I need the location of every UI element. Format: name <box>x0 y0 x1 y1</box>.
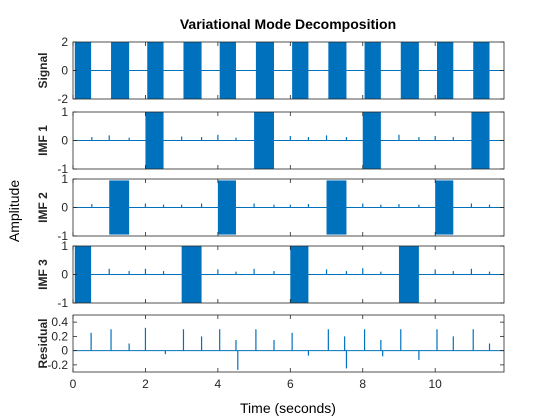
panel-2: -1 0 1 IMF 1 <box>36 105 505 176</box>
axes-box <box>72 314 505 373</box>
y-tick-label: 0 <box>61 268 68 282</box>
panel-label: IMF 1 <box>36 125 50 156</box>
chart-title: Variational Mode Decomposition <box>180 16 396 32</box>
series-burst <box>183 42 202 99</box>
series-burst <box>217 180 236 235</box>
series-burst <box>74 246 92 303</box>
y-tick-label: 0.4 <box>51 315 68 329</box>
series-burst <box>398 246 419 303</box>
series-burst <box>290 246 309 303</box>
series-burst <box>435 180 454 235</box>
series-burst <box>400 42 419 99</box>
series-burst <box>292 42 309 99</box>
y-tick-label: -1 <box>57 162 68 176</box>
series-burst <box>74 42 92 99</box>
panel-4: -1 0 1 IMF 3 <box>36 239 505 310</box>
panels: -2 0 2 Signal -1 0 1 IMF 1 -1 0 1 IMF 2 -1 0 1 IMF 3 -0.… <box>36 35 505 391</box>
series-burst <box>111 42 130 99</box>
y-tick-label: 0.2 <box>51 329 68 343</box>
x-tick-label: 8 <box>359 377 366 391</box>
y-tick-label: -1 <box>57 296 68 310</box>
y-tick-label: 0 <box>61 64 68 78</box>
panel-label: IMF 3 <box>36 259 50 290</box>
y-tick-label: 1 <box>61 172 68 186</box>
x-axis-label: Time (seconds) <box>240 400 336 416</box>
series-burst <box>147 42 164 99</box>
series-burst <box>181 246 202 303</box>
panel-label: Signal <box>36 52 50 88</box>
series-burst <box>219 42 236 99</box>
x-tick-label: 6 <box>287 377 294 391</box>
series-burst <box>255 42 275 99</box>
y-tick-label: 0 <box>61 344 68 358</box>
panel-label: Residual <box>36 318 50 368</box>
y-tick-label: -2 <box>57 92 68 106</box>
plot-area <box>73 315 504 372</box>
series-burst <box>436 42 454 99</box>
panel-1: -2 0 2 Signal <box>36 35 505 106</box>
x-tick-label: 10 <box>429 377 443 391</box>
y-tick-label: 0 <box>61 134 68 148</box>
series-burst <box>473 42 490 99</box>
series-burst <box>326 180 347 235</box>
y-tick-label: 1 <box>61 105 68 119</box>
y-axis-label: Amplitude <box>6 180 22 242</box>
y-tick-label: 1 <box>61 239 68 253</box>
series-burst <box>362 112 381 169</box>
series-burst <box>364 42 381 99</box>
y-tick-label: -1 <box>57 229 68 243</box>
x-tick-label: 0 <box>70 377 77 391</box>
panel-label: IMF 2 <box>36 192 50 223</box>
series-burst <box>328 42 347 99</box>
y-tick-label: -0.2 <box>47 358 68 372</box>
panel-3: -1 0 1 IMF 2 <box>36 172 505 243</box>
series-burst <box>109 180 130 235</box>
x-tick-label: 2 <box>142 377 149 391</box>
series-burst <box>145 112 164 169</box>
series-burst <box>471 112 490 169</box>
x-tick-label: 4 <box>215 377 222 391</box>
y-tick-label: 0 <box>61 201 68 215</box>
series-burst <box>254 112 275 169</box>
y-tick-label: 2 <box>61 35 68 49</box>
